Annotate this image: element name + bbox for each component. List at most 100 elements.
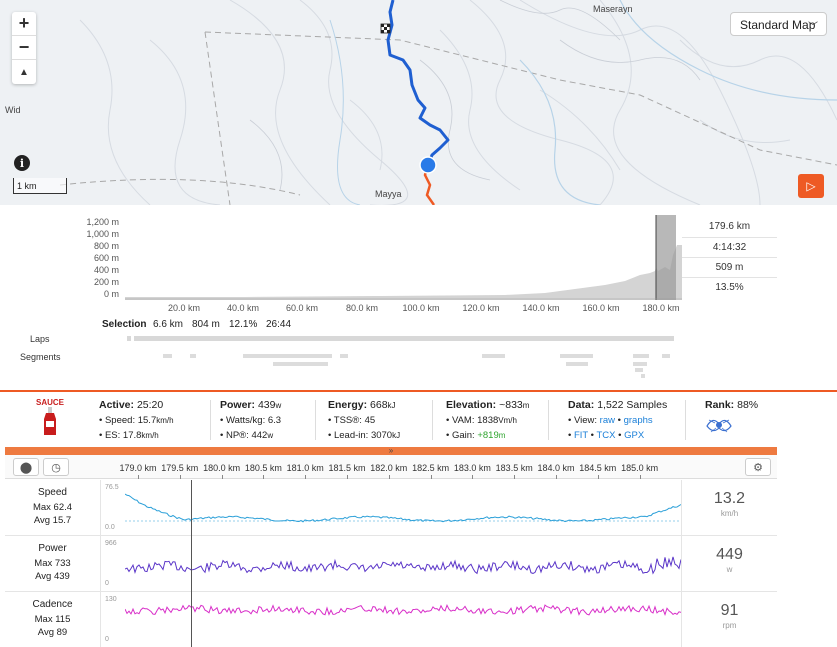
route-line [386,0,450,166]
segment-bar[interactable] [560,354,593,358]
zoom-out-button[interactable]: − [12,36,36,60]
distance-axis-label: 184.5 km [579,463,617,473]
compass-button[interactable]: ▲ [19,66,29,78]
distance-axis-tick [305,475,307,479]
elev-y-label: 800 m [93,241,119,251]
speed-chart[interactable] [125,484,682,532]
elev-y-label: 0 m [103,289,119,299]
graphs-link[interactable]: graphs [623,415,653,426]
stream-line [125,493,682,523]
sauce-logo: SAUCE [30,398,70,442]
stat-time: 4:14:32 [682,237,777,257]
segment-bar[interactable] [243,354,332,358]
distance-axis-label: 182.5 km [412,463,450,473]
distance-axis-label: 180.0 km [203,463,241,473]
elev-y-label: 1,200 m [86,217,119,227]
distance-axis-label: 179.0 km [119,463,157,473]
distance-axis-label: 180.5 km [244,463,282,473]
clock-icon[interactable]: ◷ [43,458,69,476]
distance-axis-tick [430,475,432,479]
stream-value: 91 rpm [720,602,739,630]
location-pin-icon[interactable]: ⬤ [13,458,39,476]
zoom-in-button[interactable]: + [12,12,36,36]
info-icon[interactable]: i [14,155,30,171]
segment-bar[interactable] [190,354,196,358]
elevation-profile: 1,200 m 1,000 m 800 m 600 m 400 m 200 m … [0,205,837,390]
stream-label: Cadence Max 115 Avg 89 [32,599,73,638]
distance-axis-tick [597,475,599,479]
sauce-bottle-icon [44,407,56,435]
elev-x-label: 20.0 km [167,303,201,313]
elev-x-label: 180.0 km [642,303,680,313]
stat-grade: 13.5% [682,277,777,297]
map-type-select[interactable]: Standard Map ﹀ [730,12,827,36]
selection-highlight[interactable] [656,215,676,300]
gpx-link[interactable]: GPX [624,430,645,441]
segment-bar[interactable] [635,368,643,372]
stream-ymin: 0 [105,580,109,587]
place-label: Mayya [375,189,402,199]
gear-icon[interactable]: ⚙ [745,458,771,476]
scale-bar: 1 km [13,178,67,194]
distance-axis-label: 183.5 km [495,463,533,473]
place-label: Wid [5,105,21,115]
collapse-toggle[interactable]: » [5,447,777,455]
active-stats: Active: 25:20 • Speed: 15.7km/h • ES: 17… [99,399,174,441]
distance-axis-label: 185.0 km [621,463,659,473]
segment-bar[interactable] [641,374,645,378]
stream-power: Power Max 733 Avg 439 966 0 449 w [5,536,777,592]
segment-bar[interactable] [633,354,649,358]
distance-axis-tick [179,475,181,479]
fit-link[interactable]: FIT [573,430,589,441]
stream-cadence: Cadence Max 115 Avg 89 130 0 91 rpm [5,592,777,647]
stream-ymax: 966 [105,540,117,547]
elev-y-label: 400 m [93,265,119,275]
elev-x-label: 100.0 km [402,303,440,313]
stream-line [125,604,682,617]
distance-axis-tick [639,475,641,479]
selection-grade: 12.1% [229,319,258,330]
segment-bar[interactable] [482,354,505,358]
terrain-map-layer [0,0,837,205]
segment-bar[interactable] [662,354,670,358]
power-chart[interactable] [125,540,682,588]
distance-axis-tick [556,475,557,479]
tcx-link[interactable]: TCX [596,430,616,441]
elev-x-label: 120.0 km [462,303,500,313]
elev-y-label: 600 m [93,253,119,263]
rank-badge-icon[interactable] [705,414,733,436]
place-label: Maserayn [593,4,633,14]
position-marker[interactable] [419,156,437,174]
segment-bar[interactable] [163,354,172,358]
stream-label: Speed Max 62.4 Avg 15.7 [32,487,73,526]
cadence-chart[interactable] [125,596,682,644]
distance-axis-label: 184.0 km [537,463,575,473]
lap-bar[interactable] [134,336,674,341]
elev-y-label: 1,000 m [86,229,119,239]
segment-bar[interactable] [273,362,328,366]
distance-axis-label: 179.5 km [161,463,199,473]
elev-x-label: 40.0 km [226,303,260,313]
power-stats: Power: 439w • Watts/kg: 6.3 • NP®: 442w [220,399,282,441]
zoom-control: + − ▲ [12,12,36,84]
stat-distance: 179.6 km [708,221,751,232]
elevation-stats: Elevation: ~833m • VAM: 1838Vm/h • Gain:… [446,399,530,441]
stream-ymax: 76.5 [105,484,119,491]
segment-bar[interactable] [566,362,588,366]
data-stats: Data: 1,522 Samples • View: raw • graphs… [568,399,668,441]
stream-line [125,556,682,575]
cursor-line [191,480,192,647]
segment-bar[interactable] [633,362,647,366]
lap-bar[interactable] [127,336,131,341]
elev-x-label: 160.0 km [582,303,620,313]
distance-axis-tick [263,475,265,479]
segment-bar[interactable] [340,354,348,358]
play-icon[interactable]: ▷ [798,174,824,198]
elevation-chart[interactable] [125,215,682,300]
route-map[interactable]: + − ▲ i 1 km Maserayn Wid Mayya Standard… [0,0,837,205]
distance-axis-tick [388,475,390,479]
stream-label: Power Max 733 Avg 439 [34,543,71,582]
distance-axis-label: 182.0 km [370,463,408,473]
raw-link[interactable]: raw [599,415,615,426]
distance-axis-tick [472,475,474,479]
